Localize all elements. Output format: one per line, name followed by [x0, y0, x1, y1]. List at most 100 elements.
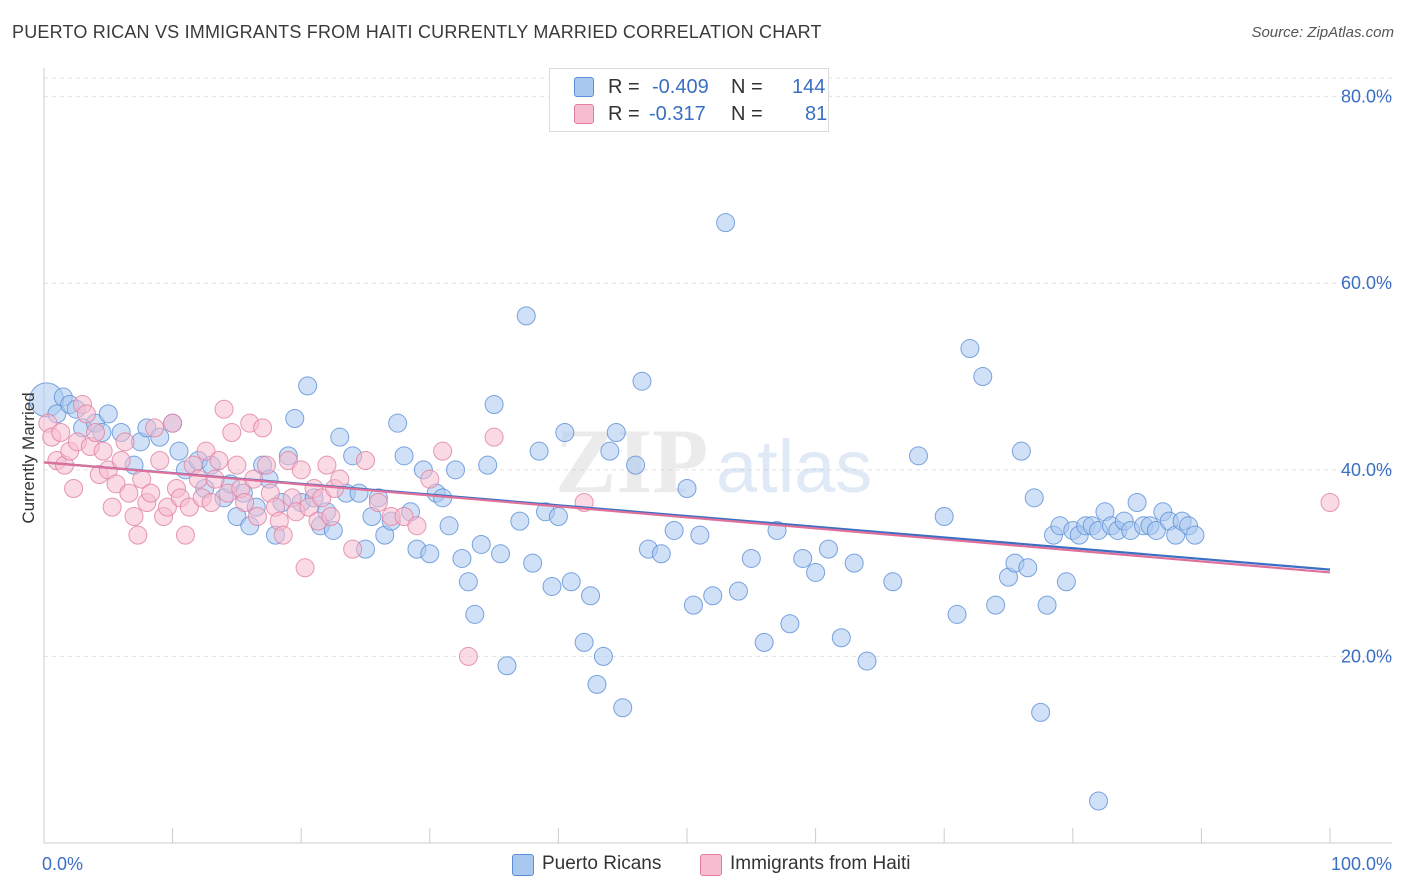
point-puerto-rican — [471, 534, 491, 554]
point-puerto-rican — [510, 511, 530, 531]
point-puerto-rican — [844, 553, 864, 573]
point-puerto-rican — [934, 506, 954, 526]
point-puerto-rican — [960, 339, 980, 359]
point-haiti — [356, 451, 375, 470]
point-haiti — [163, 413, 183, 433]
legend-label: Immigrants from Haiti — [730, 853, 911, 874]
legend-r-value: -0.409 — [652, 76, 709, 98]
point-puerto-rican — [632, 371, 652, 391]
point-haiti — [321, 506, 341, 526]
point-haiti — [394, 506, 414, 526]
point-puerto-rican — [349, 483, 369, 503]
legend-n-label: N = — [731, 76, 763, 98]
point-puerto-rican — [581, 586, 601, 606]
point-puerto-rican — [1024, 488, 1044, 508]
point-puerto-rican — [683, 595, 703, 615]
legend-n-label: N = — [731, 103, 763, 125]
point-haiti — [222, 423, 242, 443]
point-puerto-rican — [703, 586, 723, 606]
point-puerto-rican — [561, 572, 581, 592]
point-puerto-rican — [606, 423, 626, 443]
point-haiti — [235, 492, 255, 512]
point-puerto-rican — [741, 548, 761, 568]
point-puerto-rican — [806, 562, 826, 582]
point-puerto-rican — [285, 409, 305, 429]
point-haiti — [141, 483, 161, 503]
series-haiti — [38, 395, 1340, 666]
correlation-legend: R = -0.409 N = 144 R = -0.317 N = 81 — [549, 68, 829, 132]
point-puerto-rican — [298, 376, 318, 396]
point-haiti — [343, 539, 363, 559]
point-haiti — [433, 441, 453, 461]
point-puerto-rican — [388, 413, 408, 433]
point-haiti — [115, 432, 135, 452]
point-puerto-rican — [446, 460, 466, 480]
point-puerto-rican — [1127, 492, 1147, 512]
point-puerto-rican — [330, 427, 350, 447]
point-haiti — [179, 497, 199, 517]
point-puerto-rican — [458, 572, 478, 592]
point-puerto-rican — [754, 632, 774, 652]
point-puerto-rican — [394, 446, 414, 466]
point-puerto-rican — [587, 674, 607, 694]
point-haiti — [157, 497, 177, 517]
point-puerto-rican — [986, 595, 1006, 615]
point-puerto-rican — [973, 367, 993, 387]
x-tick-label: 0.0% — [42, 854, 83, 874]
point-haiti — [484, 427, 504, 447]
y-tick-label: 20.0% — [1341, 646, 1392, 666]
point-haiti — [205, 469, 225, 489]
point-haiti — [76, 404, 96, 424]
point-haiti — [188, 469, 208, 489]
point-haiti — [247, 506, 267, 526]
legend-swatch-blue — [512, 854, 534, 876]
point-puerto-rican — [555, 423, 575, 443]
point-puerto-rican — [523, 553, 543, 573]
x-tick-label: 100.0% — [1331, 854, 1392, 874]
point-haiti — [317, 455, 337, 475]
point-puerto-rican — [169, 441, 189, 461]
point-haiti — [128, 525, 148, 545]
point-haiti — [295, 558, 315, 578]
point-puerto-rican — [1037, 595, 1057, 615]
point-puerto-rican — [516, 306, 536, 326]
point-puerto-rican — [529, 441, 549, 461]
point-haiti — [150, 451, 170, 470]
point-haiti — [124, 506, 144, 526]
point-puerto-rican — [793, 548, 813, 568]
legend-swatch-blue — [574, 77, 594, 97]
point-haiti — [368, 492, 388, 512]
trend-lines — [43, 461, 1331, 574]
point-haiti — [51, 423, 71, 443]
point-puerto-rican — [548, 506, 568, 526]
point-haiti — [273, 525, 293, 545]
watermark-atlas: atlas — [716, 425, 872, 508]
point-puerto-rican — [716, 213, 736, 233]
legend-r-value: -0.317 — [649, 103, 706, 125]
point-haiti — [407, 516, 427, 536]
point-haiti — [201, 492, 221, 512]
point-puerto-rican — [1011, 441, 1031, 461]
point-haiti — [175, 525, 195, 545]
point-puerto-rican — [452, 548, 472, 568]
point-haiti — [256, 455, 276, 475]
point-puerto-rican — [439, 516, 459, 536]
point-haiti — [106, 474, 126, 494]
point-haiti — [119, 483, 139, 503]
point-puerto-rican — [780, 614, 800, 634]
point-puerto-rican — [1031, 702, 1051, 722]
point-haiti — [85, 423, 105, 443]
trend-line-haiti — [43, 461, 1331, 574]
point-puerto-rican — [831, 628, 851, 648]
point-puerto-rican — [1018, 558, 1038, 578]
point-puerto-rican — [420, 544, 440, 564]
point-puerto-rican — [883, 572, 903, 592]
point-puerto-rican — [98, 404, 118, 424]
point-puerto-rican — [593, 646, 613, 666]
point-puerto-rican — [1056, 572, 1076, 592]
point-puerto-rican — [857, 651, 877, 671]
y-tick-label: 60.0% — [1341, 273, 1392, 293]
point-puerto-rican — [677, 478, 697, 498]
point-haiti — [111, 451, 131, 470]
